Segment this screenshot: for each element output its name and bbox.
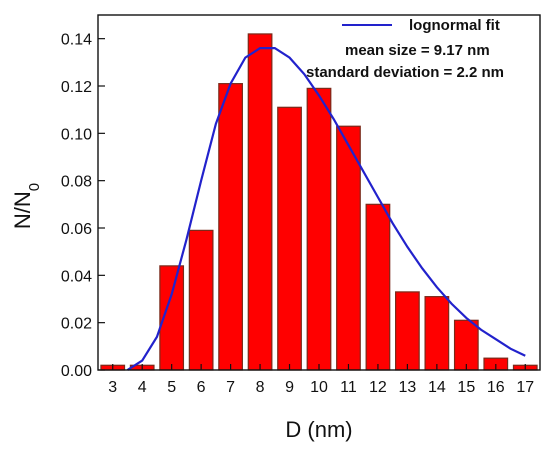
bars-layer — [100, 33, 538, 371]
x-tick-label: 12 — [369, 379, 387, 396]
y-tick-label: 0.04 — [61, 268, 92, 285]
bar-14 — [424, 296, 450, 371]
x-axis-title: D (nm) — [285, 417, 352, 442]
bar-8 — [247, 33, 273, 371]
bar-10 — [306, 87, 332, 371]
bar-7 — [218, 83, 243, 371]
y-tick-label: 0.08 — [61, 174, 92, 191]
y-tick-label: 0.06 — [61, 221, 92, 238]
x-tick-label: 6 — [197, 379, 206, 396]
legend-label: lognormal fit — [409, 17, 500, 34]
bar-9 — [277, 106, 302, 371]
y-tick-label: 0.02 — [61, 316, 92, 333]
y-axis-title-sub: 0 — [26, 183, 43, 191]
x-tick-label: 10 — [310, 379, 328, 396]
bar-6 — [188, 229, 214, 371]
svg-text:N/N0: N/N0 — [10, 183, 43, 229]
x-tick-label: 13 — [399, 379, 417, 396]
x-tick-label: 14 — [428, 379, 446, 396]
y-axis-title: N/N0 — [10, 183, 43, 229]
legend: lognormal fit — [342, 17, 500, 34]
y-tick-label: 0.00 — [61, 363, 92, 380]
fit-layer — [126, 47, 526, 371]
y-tick-label: 0.10 — [61, 126, 92, 143]
lognormal-fit-line — [126, 47, 526, 371]
ticks-layer: 0.000.020.040.060.080.100.120.143 4 5 6 7 8 9 1… — [61, 32, 534, 396]
x-tick-label: 9 — [285, 379, 294, 396]
x-tick-label: 17 — [516, 379, 534, 396]
annotation-mean-size: mean size = 9.17 nm — [345, 42, 490, 59]
bar-13 — [395, 291, 420, 371]
x-tick-label: 15 — [457, 379, 475, 396]
bar-15 — [453, 319, 479, 371]
x-tick-label: 11 — [340, 379, 357, 396]
x-tick-label: 3 — [108, 379, 117, 396]
annotation-standard-deviation: standard deviation = 2.2 nm — [306, 64, 504, 81]
y-tick-label: 0.12 — [61, 79, 92, 96]
bar-12 — [365, 203, 391, 371]
x-tick-label: 7 — [226, 379, 235, 396]
y-axis-title-main: N/N — [10, 191, 35, 229]
x-tick-label: 5 — [167, 379, 176, 396]
bar-11 — [336, 125, 361, 371]
x-tick-label: 8 — [256, 379, 265, 396]
y-tick-label: 0.14 — [61, 32, 92, 49]
x-tick-label: 4 — [138, 379, 147, 396]
x-tick-label: 16 — [487, 379, 505, 396]
